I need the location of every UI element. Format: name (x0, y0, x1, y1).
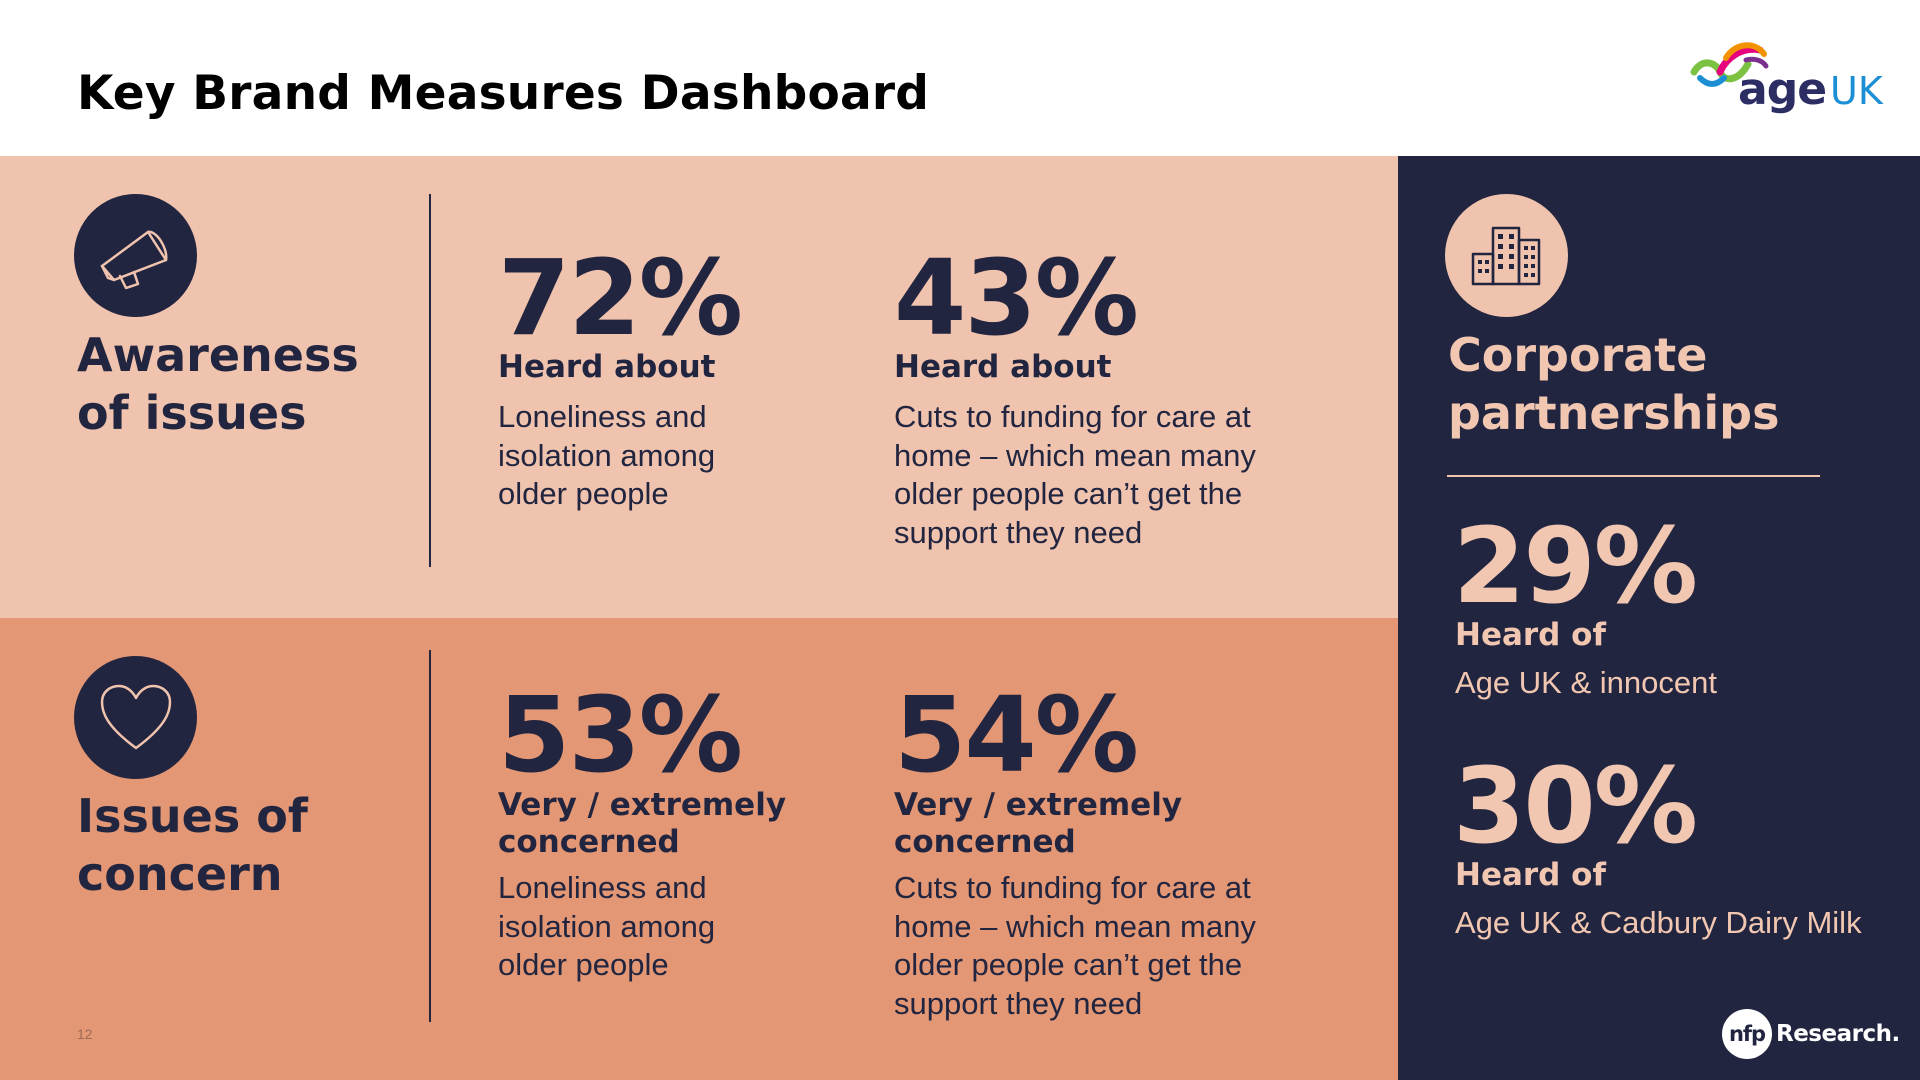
nfp-badge: nfp (1722, 1009, 1772, 1059)
stat-label: Heard about (894, 349, 1112, 385)
awareness-title: Awareness of issues (77, 328, 359, 440)
page-title: Key Brand Measures Dashboard (77, 66, 930, 121)
concern-icon-circle (74, 656, 197, 779)
stat-value: 43% (894, 237, 1139, 359)
stat-value: 29% (1453, 505, 1698, 627)
stat-value: 30% (1453, 745, 1698, 867)
stat-value: 54% (894, 674, 1139, 796)
megaphone-icon (100, 230, 167, 289)
awareness-panel (0, 156, 1398, 618)
stat-label: Very / extremely concerned (894, 787, 1183, 860)
corporate-icon-circle (1445, 194, 1568, 317)
corporate-title: Corporate partnerships (1448, 328, 1780, 440)
corporate-divider (1447, 475, 1820, 477)
concern-divider (429, 650, 431, 1022)
stat-description: Cuts to funding for care at home – which… (894, 870, 1256, 1021)
awareness-divider (429, 194, 431, 567)
buildings-icon (1471, 226, 1540, 285)
stat-label: Heard of (1455, 857, 1606, 893)
nfp-research-logo: nfp Research. (1722, 1008, 1900, 1060)
logo-age: age (1738, 64, 1827, 115)
stat-label: Heard of (1455, 617, 1606, 653)
concern-panel (0, 618, 1398, 1080)
stat-description: Loneliness and isolation among older peo… (498, 870, 716, 982)
stat-description: Age UK & Cadbury Dairy Milk (1455, 905, 1862, 940)
nfp-wordmark: Research. (1776, 1021, 1900, 1047)
ribbon-logo-icon (1690, 42, 1769, 87)
header: Key Brand Measures Dashboard age UK (0, 0, 1920, 156)
heart-icon (100, 684, 171, 749)
concern-title: Issues of concern (77, 789, 308, 901)
logo-uk: UK (1830, 69, 1883, 113)
page-number: 12 (77, 1026, 93, 1042)
stat-description: Age UK & innocent (1455, 665, 1717, 700)
awareness-icon-circle (74, 194, 197, 317)
stat-label: Very / extremely concerned (498, 787, 787, 860)
stat-value: 72% (498, 237, 743, 359)
logo-wordmark: age UK (1738, 64, 1883, 115)
age-uk-logo: age UK (1690, 38, 1883, 128)
stat-label: Heard about (498, 349, 716, 385)
stat-value: 53% (498, 674, 743, 796)
stat-description: Loneliness and isolation among older peo… (498, 399, 716, 511)
stat-description: Cuts to funding for care at home – which… (894, 399, 1256, 550)
